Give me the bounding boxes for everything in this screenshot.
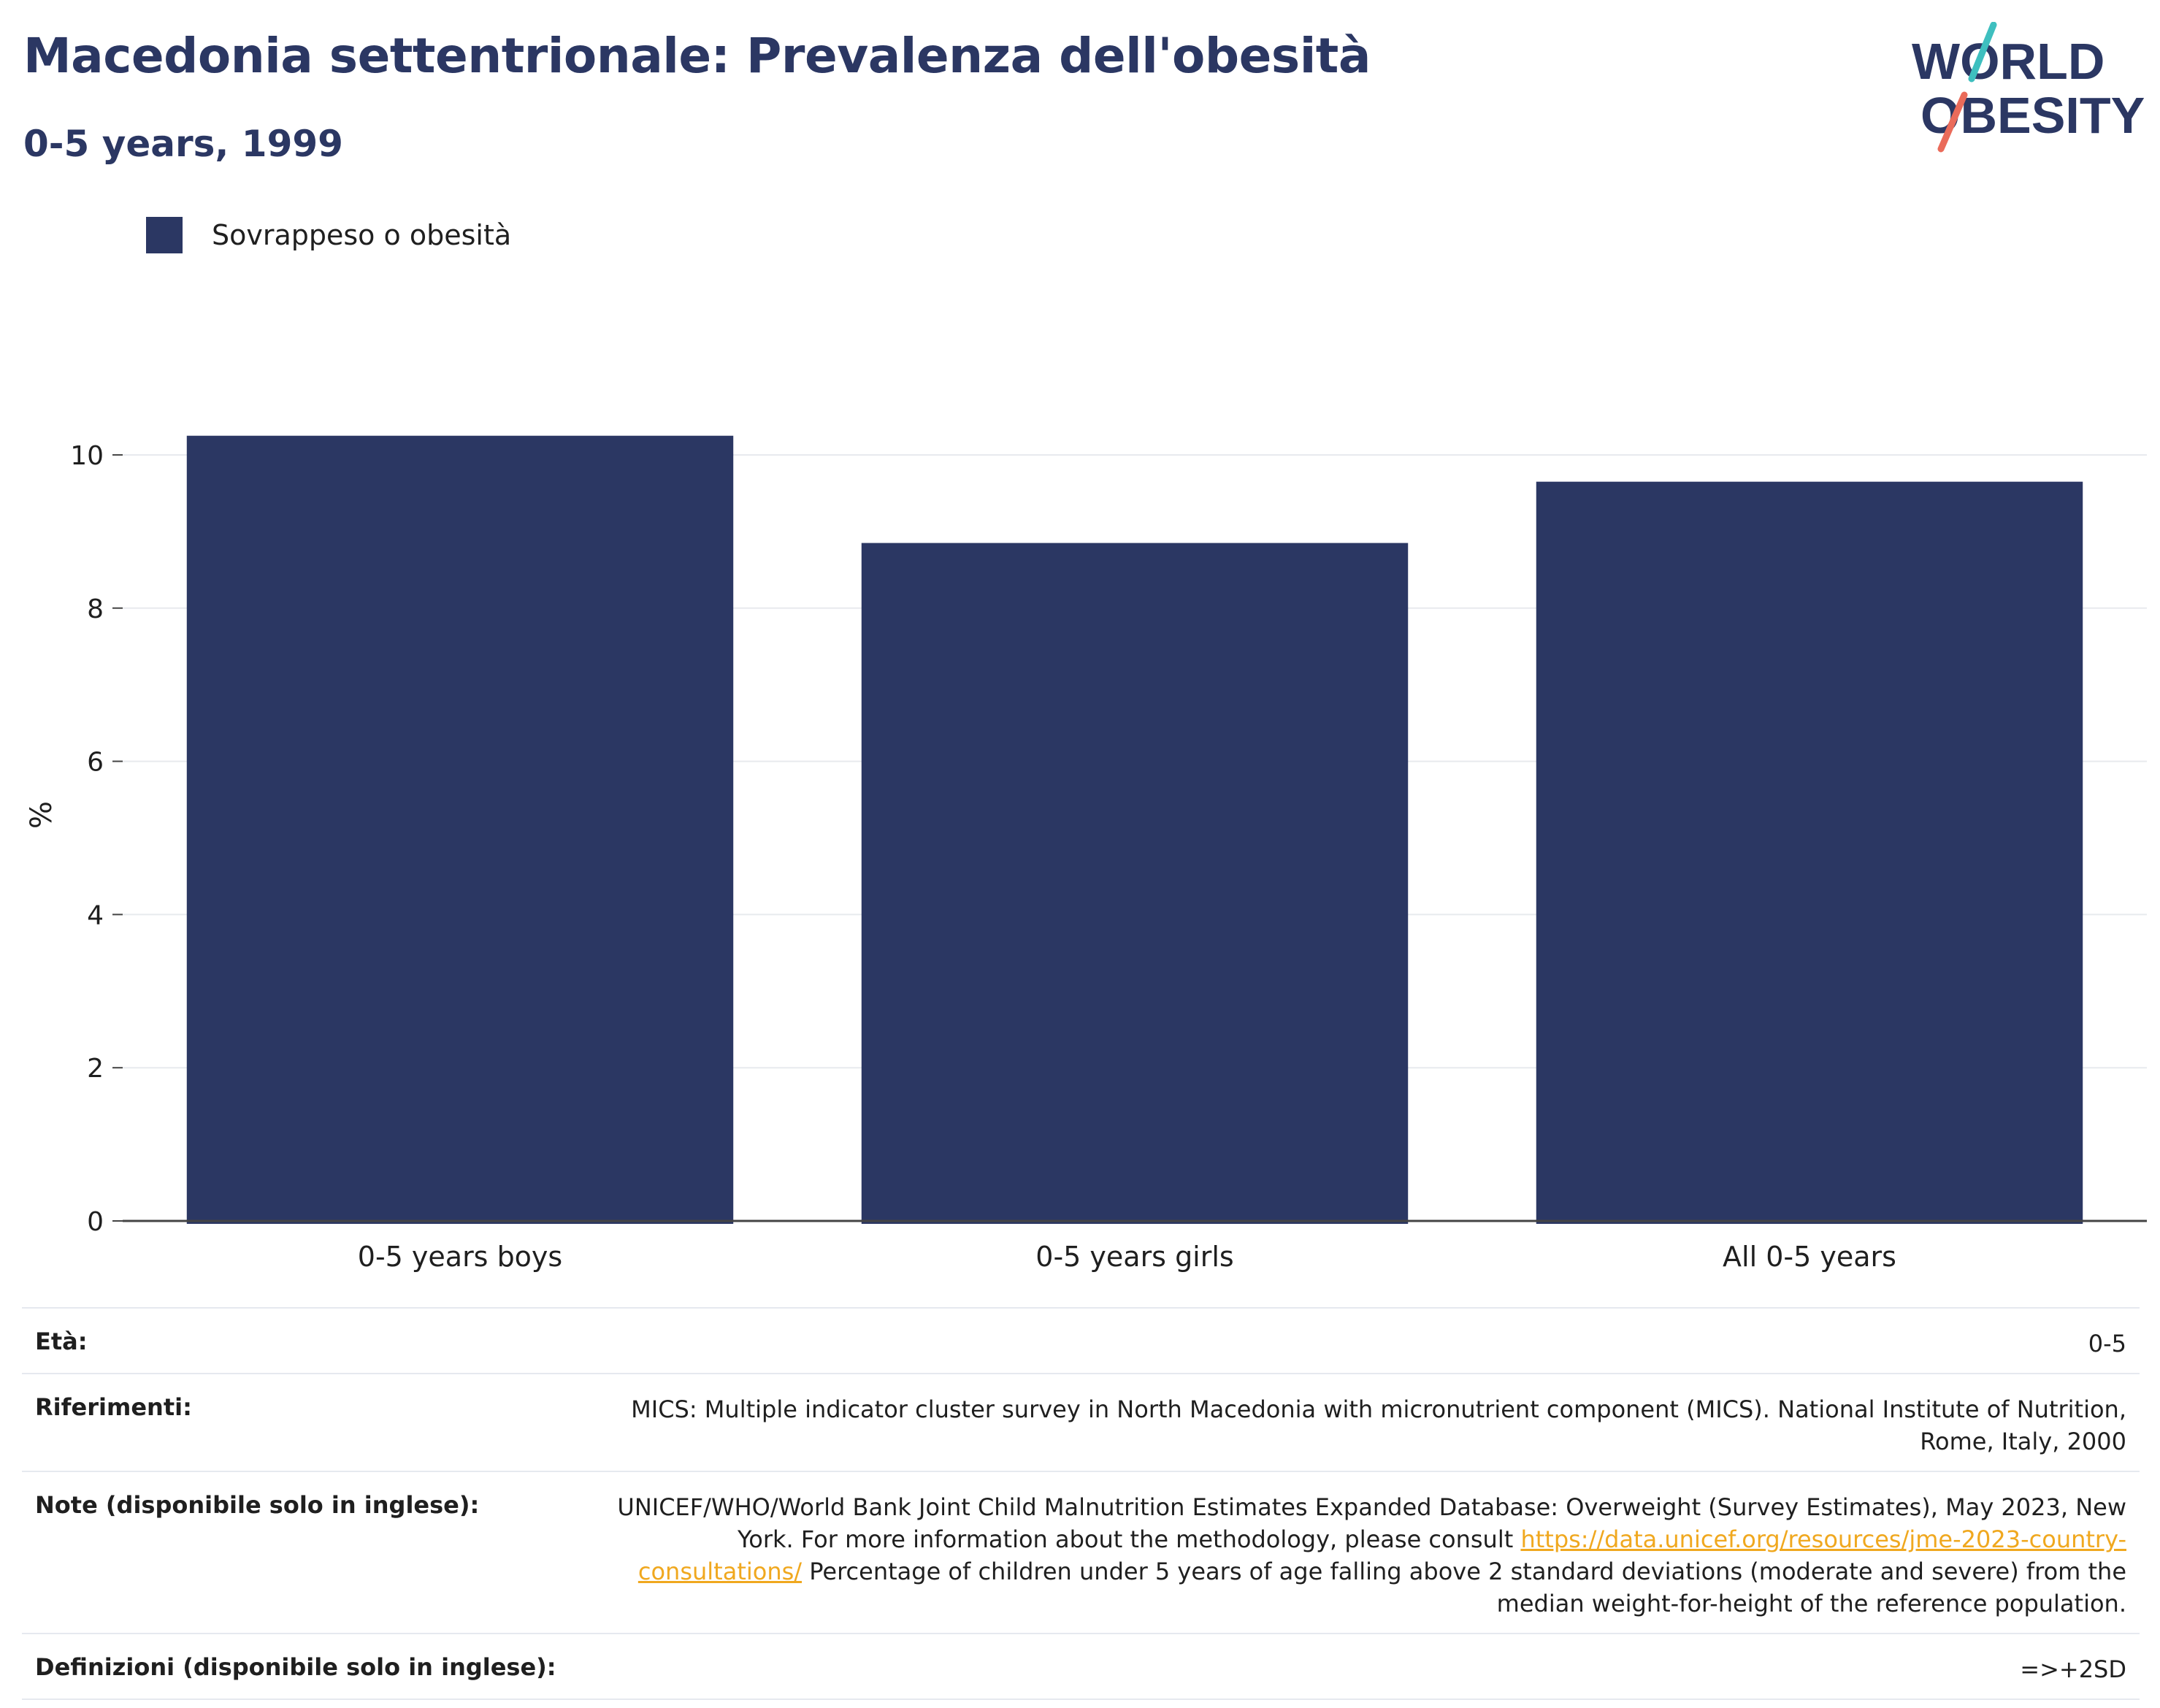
meta-refs-label: Riferimenti:: [22, 1373, 603, 1472]
meta-refs-value: MICS: Multiple indicator cluster survey …: [603, 1373, 2140, 1472]
chart-legend: Sovrappeso o obesità: [146, 216, 511, 254]
x-tick-label: All 0-5 years: [1723, 1241, 1896, 1273]
y-tick-label: 10: [70, 441, 104, 471]
y-tick-label: 0: [87, 1207, 104, 1237]
meta-row-defs: Definizioni (disponibile solo in inglese…: [22, 1633, 2140, 1700]
y-tick-label: 8: [87, 594, 104, 624]
world-obesity-logo: WORLD OBESITY: [1912, 22, 2145, 153]
meta-row-age: Età: 0-5: [22, 1307, 2140, 1374]
meta-row-notes: Note (disponibile solo in inglese): UNIC…: [22, 1471, 2140, 1634]
bar: [186, 435, 734, 1224]
meta-row-refs: Riferimenti: MICS: Multiple indicator cl…: [22, 1373, 2140, 1472]
page-title: Macedonia settentrionale: Prevalenza del…: [23, 28, 1371, 84]
page-subtitle: 0-5 years, 1999: [23, 123, 343, 165]
x-tick-label: 0-5 years boys: [358, 1241, 562, 1273]
y-axis-label: %: [25, 801, 58, 829]
meta-defs-label: Definizioni (disponibile solo in inglese…: [22, 1633, 603, 1700]
meta-age-label: Età:: [22, 1307, 603, 1374]
meta-notes-value: UNICEF/WHO/World Bank Joint Child Malnut…: [603, 1471, 2140, 1634]
metadata-table: Età: 0-5 Riferimenti: MICS: Multiple ind…: [22, 1307, 2140, 1700]
meta-notes-text-2: Percentage of children under 5 years of …: [802, 1558, 2126, 1617]
x-tick-label: 0-5 years girls: [1035, 1241, 1233, 1273]
meta-notes-link[interactable]: https://data.unicef.org/resources/jme-20…: [637, 1525, 2126, 1585]
meta-notes-label: Note (disponibile solo in inglese):: [22, 1471, 603, 1634]
meta-defs-value: =>+2SD: [603, 1633, 2140, 1700]
bar: [861, 543, 1409, 1224]
bar-chart: 0 2 4 6 8 10% 0-5 years boys 0-5 years girls All…: [25, 435, 2147, 1273]
y-tick-label: 6: [87, 748, 104, 778]
logo-slash-teal: [1968, 22, 1997, 83]
logo-slash-coral: [1937, 91, 1968, 153]
legend-label: Sovrappeso o obesità: [212, 219, 512, 251]
meta-age-value: 0-5: [603, 1307, 2140, 1374]
meta-notes-text-1: UNICEF/WHO/World Bank Joint Child Malnut…: [617, 1493, 2126, 1553]
legend-swatch: [146, 217, 183, 253]
y-tick-label: 4: [87, 900, 104, 930]
logo-line-1: WORLD: [1912, 33, 2105, 90]
y-tick-label: 2: [87, 1054, 104, 1084]
bar: [1536, 481, 2083, 1224]
